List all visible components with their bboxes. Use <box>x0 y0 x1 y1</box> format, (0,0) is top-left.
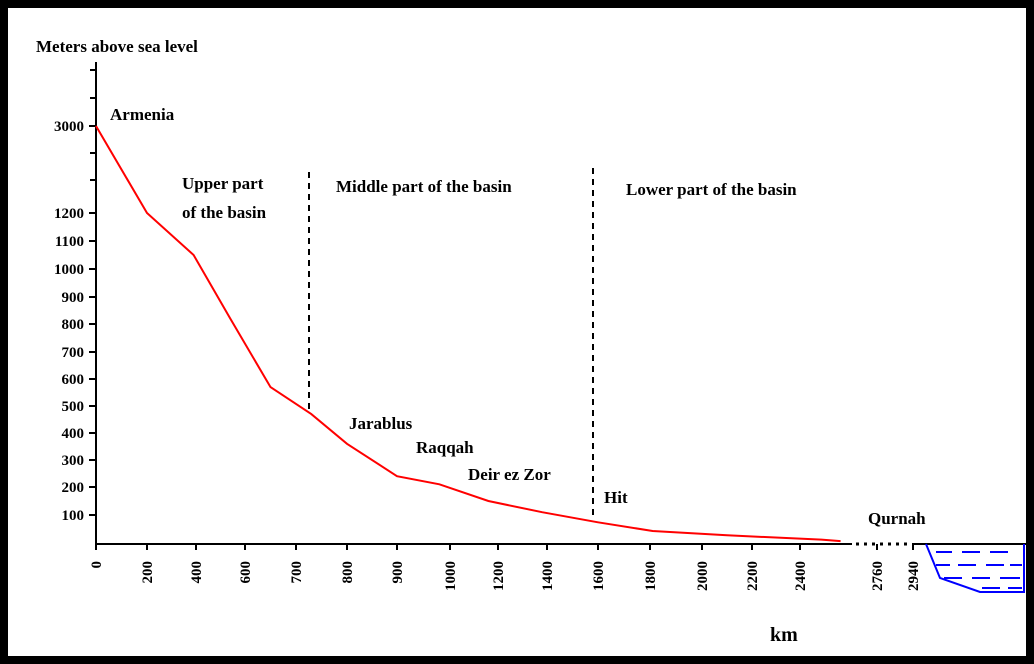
x-tick-label: 2760 <box>870 561 886 591</box>
x-ticks: 0 200 400 600 700 800 900 1000 1200 1400 1600 1800 2… <box>89 544 922 591</box>
y-tick-label: 1000 <box>54 262 84 278</box>
elevation-profile-line <box>95 125 841 543</box>
x-tick-label: 2000 <box>695 561 711 591</box>
label-qurnah: Qurnah <box>868 509 926 528</box>
y-tick-label: 300 <box>62 453 85 469</box>
x-tick-label: 1800 <box>643 561 659 591</box>
y-ticks: 100 200 300 400 500 600 700 800 900 1000 1100 1200 3… <box>54 69 96 524</box>
y-tick-label: 1200 <box>54 206 84 222</box>
y-axis-title: Meters above sea level <box>36 37 198 56</box>
y-tick-label: 1100 <box>55 234 84 250</box>
region-middle: Middle part of the basin <box>336 177 512 196</box>
x-tick-label: 2940 <box>906 561 922 591</box>
label-jarablus: Jarablus <box>349 414 413 433</box>
label-deir-ez-zor: Deir ez Zor <box>468 465 551 484</box>
x-tick-label: 400 <box>189 561 205 584</box>
x-tick-label: 0 <box>89 561 105 569</box>
x-tick-label: 1000 <box>443 561 459 591</box>
water-body-icon <box>925 543 1025 593</box>
y-tick-label: 3000 <box>54 119 84 135</box>
x-tick-label: 1600 <box>591 561 607 591</box>
y-tick-label: 400 <box>62 426 85 442</box>
region-lower: Lower part of the basin <box>626 180 797 199</box>
x-tick-label: 1400 <box>540 561 556 591</box>
label-armenia: Armenia <box>110 105 175 124</box>
x-tick-label: 900 <box>390 561 406 584</box>
x-tick-label: 200 <box>140 561 156 584</box>
x-tick-label: 1200 <box>491 561 507 591</box>
label-hit: Hit <box>604 488 628 507</box>
x-axis-title: km <box>770 624 798 646</box>
x-tick-label: 2200 <box>745 561 761 591</box>
x-tick-label: 2400 <box>793 561 809 591</box>
y-tick-label: 600 <box>62 372 85 388</box>
y-tick-label: 800 <box>62 317 85 333</box>
y-tick-label: 100 <box>62 508 85 524</box>
y-tick-label: 200 <box>62 480 85 496</box>
y-tick-label: 900 <box>62 290 85 306</box>
label-raqqah: Raqqah <box>416 438 474 457</box>
x-tick-label: 800 <box>340 561 356 584</box>
region-upper-line2: of the basin <box>182 203 267 222</box>
x-tick-label: 600 <box>238 561 254 584</box>
region-upper-line1: Upper part <box>182 174 264 193</box>
y-tick-label: 500 <box>62 399 85 415</box>
y-tick-label: 700 <box>62 345 85 361</box>
x-tick-label: 700 <box>289 561 305 584</box>
